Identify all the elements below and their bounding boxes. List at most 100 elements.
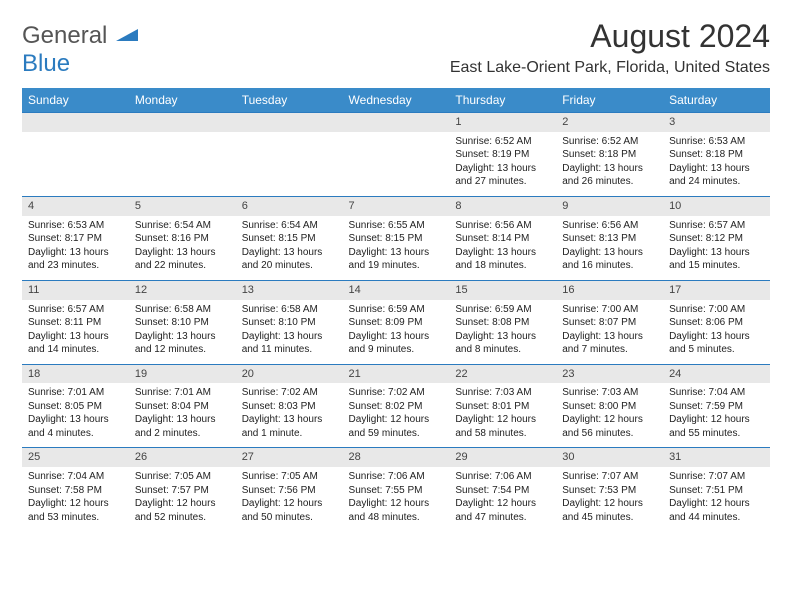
day-number: 15 bbox=[449, 280, 556, 300]
day-content: Sunrise: 7:02 AMSunset: 8:03 PMDaylight:… bbox=[236, 383, 343, 447]
calendar-table: SundayMondayTuesdayWednesdayThursdayFrid… bbox=[22, 88, 770, 531]
day-content: Sunrise: 6:56 AMSunset: 8:14 PMDaylight:… bbox=[449, 216, 556, 280]
day-content: Sunrise: 6:52 AMSunset: 8:18 PMDaylight:… bbox=[556, 132, 663, 196]
day-content: Sunrise: 6:58 AMSunset: 8:10 PMDaylight:… bbox=[236, 300, 343, 364]
day-number: 19 bbox=[129, 364, 236, 384]
day-number: 25 bbox=[22, 447, 129, 467]
calendar-day-cell bbox=[22, 112, 129, 196]
day-content: Sunrise: 7:07 AMSunset: 7:53 PMDaylight:… bbox=[556, 467, 663, 531]
day-content: Sunrise: 7:05 AMSunset: 7:57 PMDaylight:… bbox=[129, 467, 236, 531]
day-number: 3 bbox=[663, 112, 770, 132]
day-content: Sunrise: 6:55 AMSunset: 8:15 PMDaylight:… bbox=[343, 216, 450, 280]
day-number: 4 bbox=[22, 196, 129, 216]
calendar-day-cell: 17Sunrise: 7:00 AMSunset: 8:06 PMDayligh… bbox=[663, 280, 770, 364]
day-content: Sunrise: 7:06 AMSunset: 7:55 PMDaylight:… bbox=[343, 467, 450, 531]
calendar-day-cell bbox=[129, 112, 236, 196]
calendar-day-cell: 25Sunrise: 7:04 AMSunset: 7:58 PMDayligh… bbox=[22, 447, 129, 531]
calendar-day-cell: 30Sunrise: 7:07 AMSunset: 7:53 PMDayligh… bbox=[556, 447, 663, 531]
calendar-day-cell: 21Sunrise: 7:02 AMSunset: 8:02 PMDayligh… bbox=[343, 364, 450, 448]
day-number: 28 bbox=[343, 447, 450, 467]
day-content: Sunrise: 7:01 AMSunset: 8:05 PMDaylight:… bbox=[22, 383, 129, 447]
day-content: Sunrise: 6:56 AMSunset: 8:13 PMDaylight:… bbox=[556, 216, 663, 280]
day-number: 1 bbox=[449, 112, 556, 132]
day-content: Sunrise: 6:57 AMSunset: 8:11 PMDaylight:… bbox=[22, 300, 129, 364]
day-number: 12 bbox=[129, 280, 236, 300]
day-number: 23 bbox=[556, 364, 663, 384]
day-header: Tuesday bbox=[236, 88, 343, 112]
calendar-day-cell: 24Sunrise: 7:04 AMSunset: 7:59 PMDayligh… bbox=[663, 364, 770, 448]
day-header: Wednesday bbox=[343, 88, 450, 112]
calendar-day-cell: 4Sunrise: 6:53 AMSunset: 8:17 PMDaylight… bbox=[22, 196, 129, 280]
calendar-week-row: 18Sunrise: 7:01 AMSunset: 8:05 PMDayligh… bbox=[22, 364, 770, 448]
day-number: 21 bbox=[343, 364, 450, 384]
day-header: Thursday bbox=[449, 88, 556, 112]
day-header: Sunday bbox=[22, 88, 129, 112]
day-number: 18 bbox=[22, 364, 129, 384]
calendar-week-row: 4Sunrise: 6:53 AMSunset: 8:17 PMDaylight… bbox=[22, 196, 770, 280]
day-number: 9 bbox=[556, 196, 663, 216]
calendar-day-cell: 10Sunrise: 6:57 AMSunset: 8:12 PMDayligh… bbox=[663, 196, 770, 280]
day-number: 17 bbox=[663, 280, 770, 300]
calendar-day-cell: 6Sunrise: 6:54 AMSunset: 8:15 PMDaylight… bbox=[236, 196, 343, 280]
header: General Blue August 2024 East Lake-Orien… bbox=[22, 18, 770, 78]
day-number: 10 bbox=[663, 196, 770, 216]
day-number: 20 bbox=[236, 364, 343, 384]
logo-text-general: General bbox=[22, 22, 107, 49]
day-number: 8 bbox=[449, 196, 556, 216]
day-number: 30 bbox=[556, 447, 663, 467]
calendar-day-cell: 27Sunrise: 7:05 AMSunset: 7:56 PMDayligh… bbox=[236, 447, 343, 531]
calendar-day-cell: 9Sunrise: 6:56 AMSunset: 8:13 PMDaylight… bbox=[556, 196, 663, 280]
day-content: Sunrise: 6:57 AMSunset: 8:12 PMDaylight:… bbox=[663, 216, 770, 280]
day-content: Sunrise: 7:04 AMSunset: 7:59 PMDaylight:… bbox=[663, 383, 770, 447]
month-title: August 2024 bbox=[450, 18, 770, 55]
day-number: 7 bbox=[343, 196, 450, 216]
calendar-day-cell: 16Sunrise: 7:00 AMSunset: 8:07 PMDayligh… bbox=[556, 280, 663, 364]
day-header: Monday bbox=[129, 88, 236, 112]
day-number: 29 bbox=[449, 447, 556, 467]
day-header: Saturday bbox=[663, 88, 770, 112]
calendar-day-cell: 28Sunrise: 7:06 AMSunset: 7:55 PMDayligh… bbox=[343, 447, 450, 531]
day-number: 14 bbox=[343, 280, 450, 300]
calendar-day-cell: 13Sunrise: 6:58 AMSunset: 8:10 PMDayligh… bbox=[236, 280, 343, 364]
day-header: Friday bbox=[556, 88, 663, 112]
calendar-day-cell: 19Sunrise: 7:01 AMSunset: 8:04 PMDayligh… bbox=[129, 364, 236, 448]
day-content: Sunrise: 7:04 AMSunset: 7:58 PMDaylight:… bbox=[22, 467, 129, 531]
day-content: Sunrise: 7:03 AMSunset: 8:01 PMDaylight:… bbox=[449, 383, 556, 447]
calendar-day-cell: 5Sunrise: 6:54 AMSunset: 8:16 PMDaylight… bbox=[129, 196, 236, 280]
day-number: 31 bbox=[663, 447, 770, 467]
calendar-day-cell: 29Sunrise: 7:06 AMSunset: 7:54 PMDayligh… bbox=[449, 447, 556, 531]
calendar-day-cell: 8Sunrise: 6:56 AMSunset: 8:14 PMDaylight… bbox=[449, 196, 556, 280]
day-content: Sunrise: 7:00 AMSunset: 8:07 PMDaylight:… bbox=[556, 300, 663, 364]
day-number: 26 bbox=[129, 447, 236, 467]
day-content: Sunrise: 6:59 AMSunset: 8:08 PMDaylight:… bbox=[449, 300, 556, 364]
calendar-header-row: SundayMondayTuesdayWednesdayThursdayFrid… bbox=[22, 88, 770, 112]
day-number: 6 bbox=[236, 196, 343, 216]
calendar-day-cell: 23Sunrise: 7:03 AMSunset: 8:00 PMDayligh… bbox=[556, 364, 663, 448]
calendar-day-cell: 22Sunrise: 7:03 AMSunset: 8:01 PMDayligh… bbox=[449, 364, 556, 448]
day-number: 22 bbox=[449, 364, 556, 384]
day-content: Sunrise: 7:06 AMSunset: 7:54 PMDaylight:… bbox=[449, 467, 556, 531]
calendar-day-cell bbox=[236, 112, 343, 196]
calendar-week-row: 1Sunrise: 6:52 AMSunset: 8:19 PMDaylight… bbox=[22, 112, 770, 196]
calendar-week-row: 11Sunrise: 6:57 AMSunset: 8:11 PMDayligh… bbox=[22, 280, 770, 364]
day-content: Sunrise: 6:58 AMSunset: 8:10 PMDaylight:… bbox=[129, 300, 236, 364]
day-content: Sunrise: 7:01 AMSunset: 8:04 PMDaylight:… bbox=[129, 383, 236, 447]
calendar-day-cell: 1Sunrise: 6:52 AMSunset: 8:19 PMDaylight… bbox=[449, 112, 556, 196]
calendar-day-cell: 12Sunrise: 6:58 AMSunset: 8:10 PMDayligh… bbox=[129, 280, 236, 364]
location-text: East Lake-Orient Park, Florida, United S… bbox=[450, 59, 770, 77]
calendar-day-cell: 7Sunrise: 6:55 AMSunset: 8:15 PMDaylight… bbox=[343, 196, 450, 280]
calendar-day-cell: 26Sunrise: 7:05 AMSunset: 7:57 PMDayligh… bbox=[129, 447, 236, 531]
logo-text-blue: Blue bbox=[22, 50, 70, 77]
day-number: 11 bbox=[22, 280, 129, 300]
calendar-day-cell: 15Sunrise: 6:59 AMSunset: 8:08 PMDayligh… bbox=[449, 280, 556, 364]
day-content: Sunrise: 7:05 AMSunset: 7:56 PMDaylight:… bbox=[236, 467, 343, 531]
calendar-week-row: 25Sunrise: 7:04 AMSunset: 7:58 PMDayligh… bbox=[22, 447, 770, 531]
day-number: 2 bbox=[556, 112, 663, 132]
day-content: Sunrise: 7:02 AMSunset: 8:02 PMDaylight:… bbox=[343, 383, 450, 447]
day-content: Sunrise: 7:00 AMSunset: 8:06 PMDaylight:… bbox=[663, 300, 770, 364]
day-content: Sunrise: 6:54 AMSunset: 8:15 PMDaylight:… bbox=[236, 216, 343, 280]
day-content: Sunrise: 6:53 AMSunset: 8:17 PMDaylight:… bbox=[22, 216, 129, 280]
calendar-day-cell: 14Sunrise: 6:59 AMSunset: 8:09 PMDayligh… bbox=[343, 280, 450, 364]
logo-icon bbox=[116, 22, 138, 50]
day-number: 27 bbox=[236, 447, 343, 467]
